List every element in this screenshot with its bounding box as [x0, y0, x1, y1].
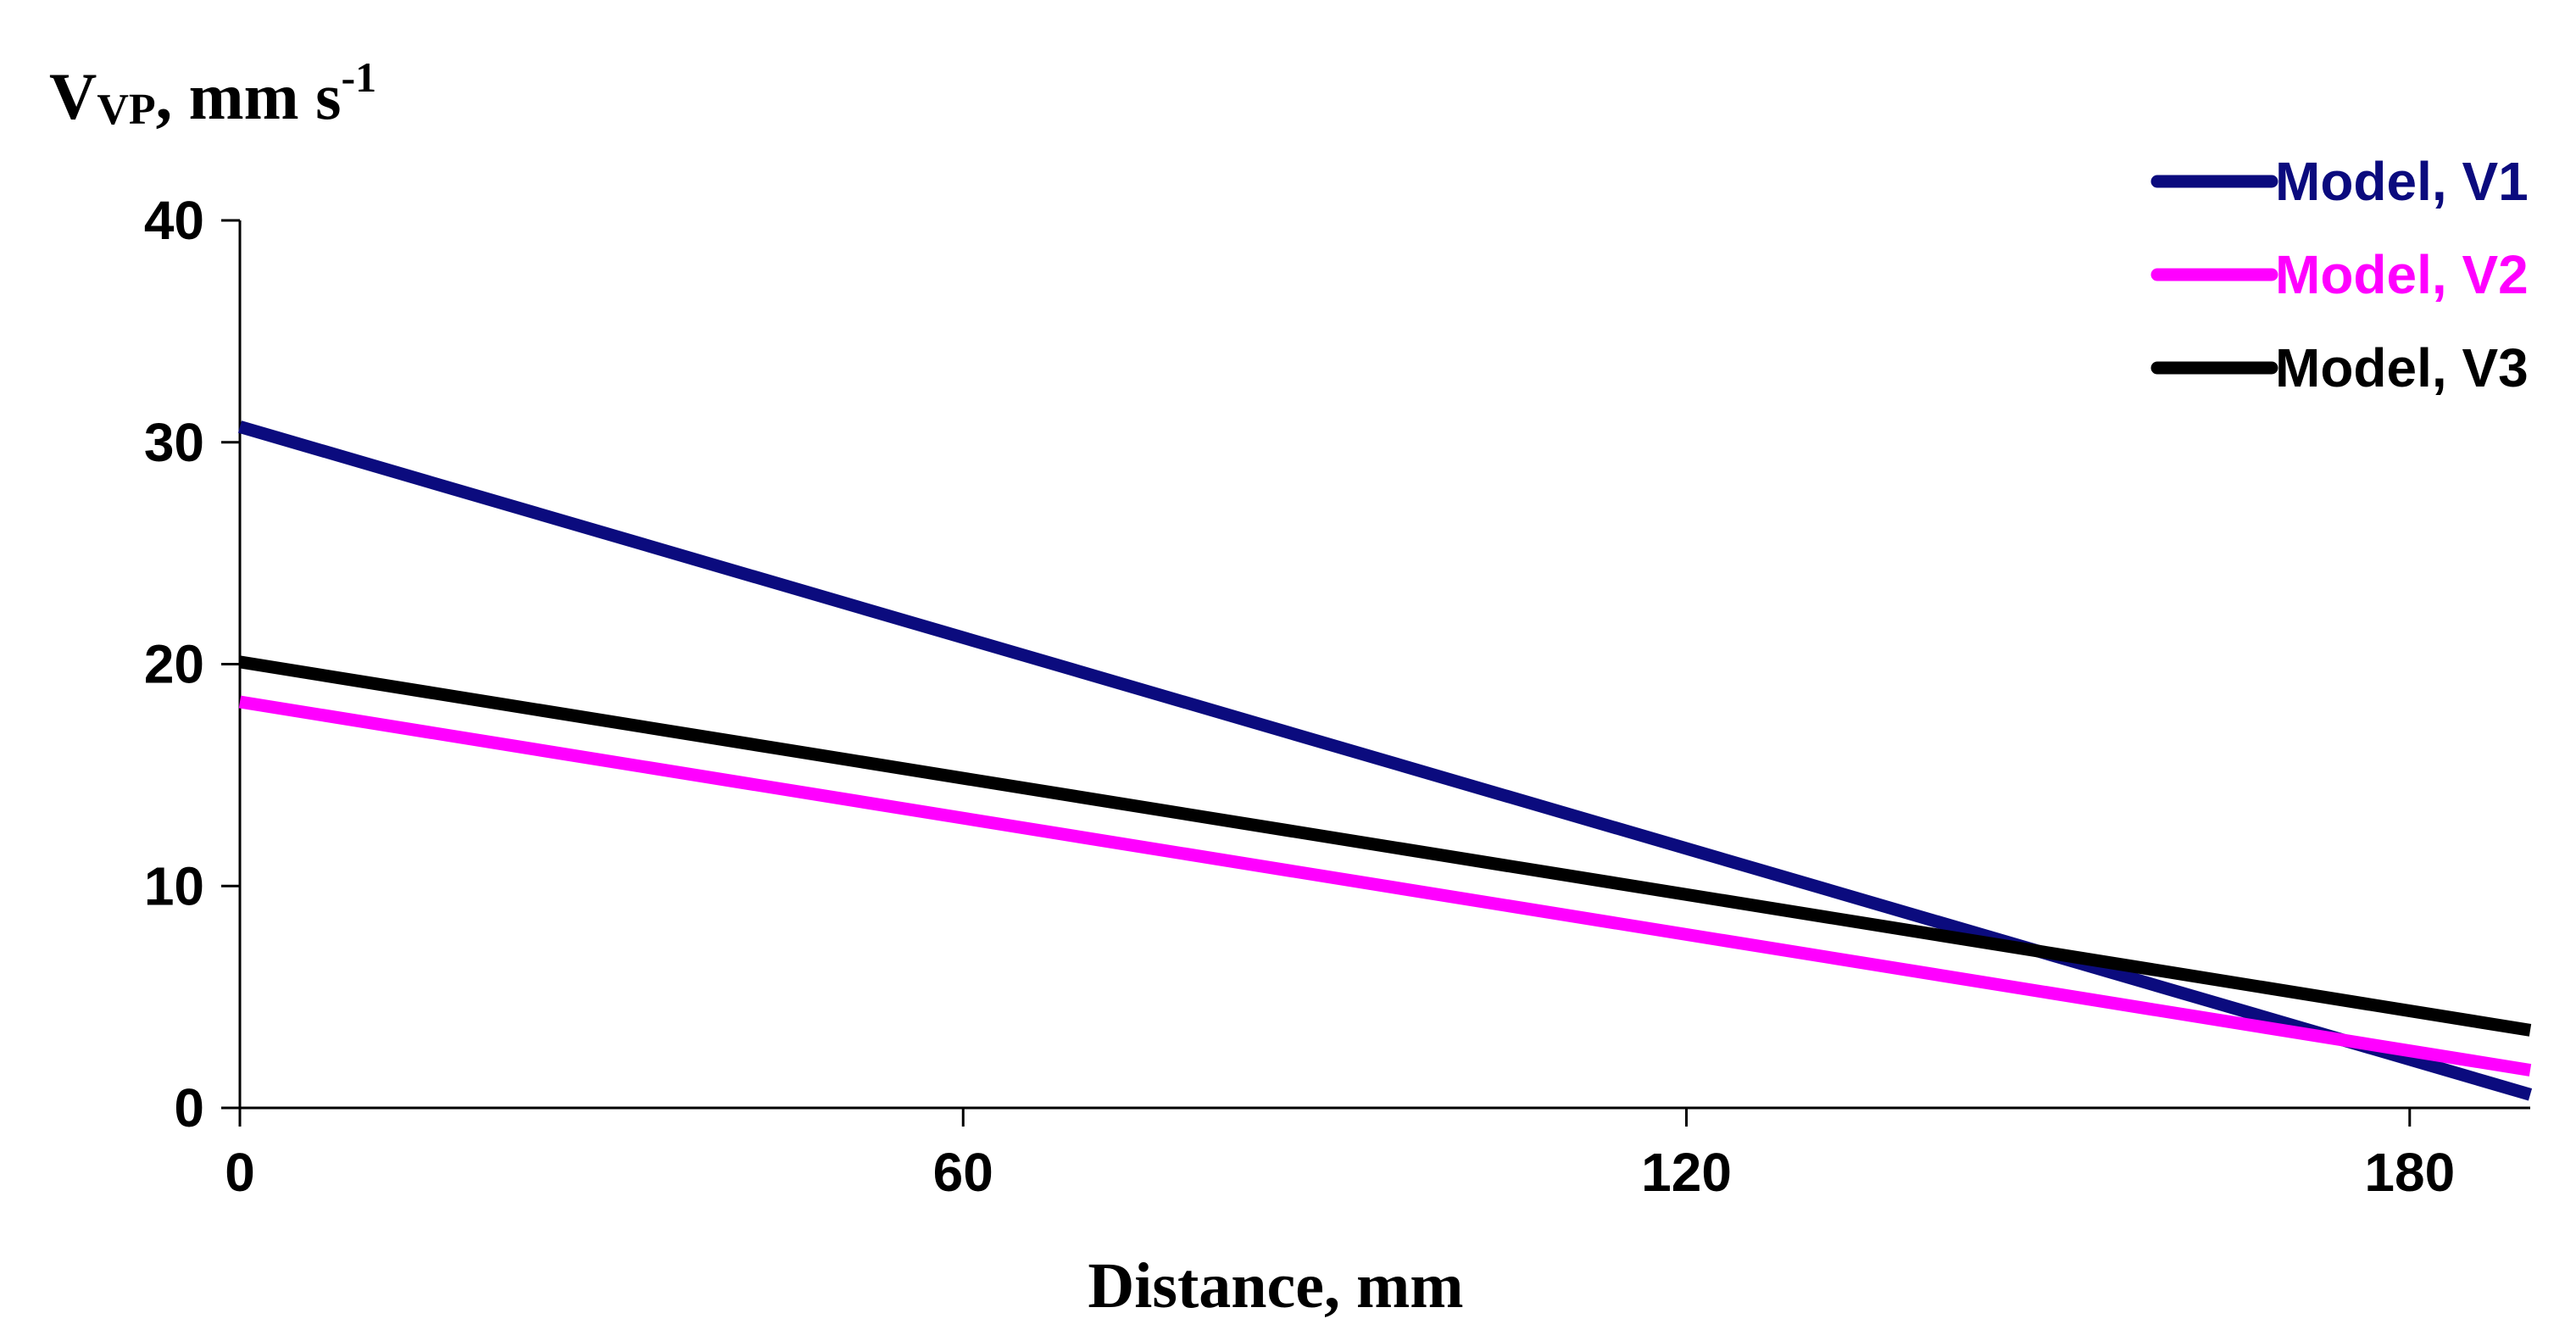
- y-tick-label: 20: [144, 634, 204, 695]
- series-line-1: [237, 420, 2533, 1101]
- x-tick-label: 0: [225, 1142, 255, 1203]
- x-ticks: 0 60 120 180: [225, 1108, 2455, 1203]
- y-axis-title-subscript: VP: [97, 86, 155, 134]
- legend-label-3: Model, V3: [2275, 337, 2529, 398]
- y-axis-title-symbol: V: [49, 59, 97, 133]
- x-tick-label: 120: [1641, 1142, 1732, 1203]
- x-tick-label: 180: [2364, 1142, 2455, 1203]
- legend-label-2: Model, V2: [2275, 244, 2529, 305]
- y-tick-label: 30: [144, 412, 204, 473]
- legend-label-1: Model, V1: [2275, 151, 2529, 212]
- series-line-2: [238, 695, 2532, 1077]
- y-axis-title-unit: , mm s: [156, 59, 342, 133]
- y-axis-title-exponent: -1: [341, 53, 376, 101]
- y-tick-label: 0: [174, 1077, 204, 1138]
- y-tick-label: 40: [144, 190, 204, 251]
- y-ticks: 0 10 20 30 40: [144, 190, 240, 1138]
- legend: Model, V1 Model, V2 Model, V3: [2150, 151, 2529, 398]
- x-axis-title: Distance, mm: [1088, 1250, 1463, 1322]
- x-tick-label: 60: [933, 1142, 993, 1203]
- series-lines: [237, 420, 2533, 1101]
- svg-text:VVP, mm s-1: VVP, mm s-1: [49, 53, 376, 134]
- series-line-3: [238, 655, 2532, 1037]
- y-axis-title: VVP, mm s-1: [49, 53, 376, 134]
- y-tick-label: 10: [144, 855, 204, 916]
